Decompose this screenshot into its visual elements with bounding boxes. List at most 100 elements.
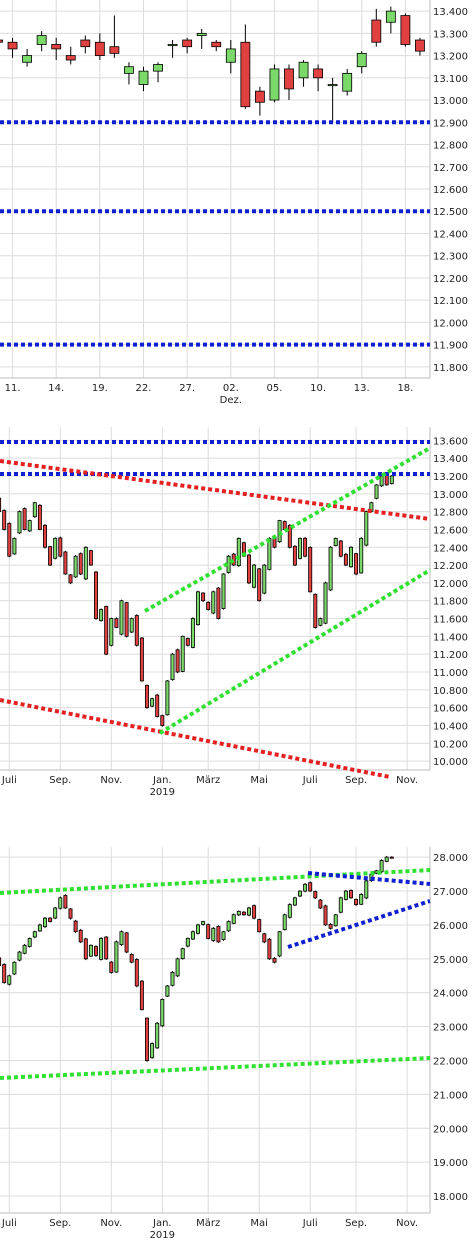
- y-tick-label: 10.200: [433, 739, 468, 750]
- candle-up: [167, 44, 178, 47]
- y-tick-label: 10.600: [433, 704, 468, 715]
- trend-line-upper: [0, 868, 431, 895]
- candle-up: [359, 894, 364, 905]
- candle-down: [323, 905, 328, 926]
- x-tick-label: Sep.: [345, 1218, 367, 1229]
- candle-up: [225, 48, 236, 63]
- candle-down: [63, 895, 68, 909]
- candle-down: [349, 890, 353, 899]
- candle-up: [129, 618, 134, 633]
- candle-up: [180, 948, 185, 960]
- candle-up: [73, 555, 78, 578]
- candle-up: [22, 944, 27, 954]
- channel-line-upper: [307, 871, 431, 886]
- candle-up: [175, 958, 180, 977]
- channel-line-lower: [287, 899, 431, 949]
- y-tick-label: 12.300: [433, 252, 468, 263]
- uptrend-channel-upper: [144, 446, 431, 613]
- candle-down: [313, 68, 324, 79]
- y-tick-label: 11.800: [433, 597, 468, 608]
- candle-up: [201, 921, 206, 925]
- x-tick-label: 14.: [48, 383, 64, 394]
- candle-up: [252, 564, 257, 588]
- candle-down: [145, 1017, 149, 1061]
- candle-down: [338, 540, 343, 557]
- candle-up: [12, 537, 17, 555]
- uptrend-channel-lower: [158, 568, 432, 735]
- y-tick-label: 28.000: [433, 853, 468, 864]
- candle-down: [287, 524, 292, 548]
- y-tick-label: 12.000: [433, 318, 468, 329]
- x-tick-label: 05.: [266, 383, 282, 394]
- candle-up: [379, 860, 384, 873]
- candle-up: [160, 999, 165, 1027]
- candle-up: [379, 475, 384, 487]
- candle-up: [236, 910, 241, 916]
- y-tick-label: 12.500: [433, 207, 468, 218]
- x-tick-label: Juli: [302, 1218, 318, 1229]
- x-tick-label: Jan.: [152, 775, 172, 786]
- candle-up: [114, 941, 119, 973]
- x-tick-label: Nov.: [100, 1218, 122, 1229]
- y-tick-label: 13.300: [433, 29, 468, 40]
- candle-down: [308, 547, 313, 593]
- candle-up: [27, 938, 32, 947]
- x-tick-label: 18.: [397, 383, 413, 394]
- trend-line-lower: [0, 1056, 431, 1080]
- candle-up: [364, 880, 369, 899]
- candle-down: [206, 601, 211, 611]
- x-tick-label: März: [196, 1218, 220, 1229]
- downtrend-line-upper: [0, 459, 431, 521]
- candle-up: [165, 680, 170, 716]
- downtrend-line-lower: [0, 698, 391, 779]
- candle-down: [354, 898, 359, 906]
- candle-down: [37, 504, 42, 530]
- y-tick-label: 12.100: [433, 296, 468, 307]
- candle-down: [134, 615, 139, 646]
- candle-up: [196, 591, 200, 626]
- candle-down: [303, 537, 308, 557]
- candle-up: [343, 890, 348, 900]
- y-tick-label: 12.200: [433, 561, 468, 572]
- y-tick-label: 10.400: [433, 721, 468, 732]
- y-tick-label: 11.600: [433, 615, 468, 626]
- candle-up: [170, 971, 175, 986]
- candle-down: [241, 911, 246, 916]
- y-tick-label: 12.200: [433, 274, 468, 285]
- x-tick-label: Nov.: [396, 775, 418, 786]
- y-tick-label: 12.600: [433, 525, 468, 536]
- candle-up: [32, 931, 37, 938]
- candle-down: [78, 929, 83, 943]
- y-tick-label: 10.000: [433, 757, 468, 768]
- candle-up: [53, 537, 58, 559]
- candle-up: [155, 1022, 160, 1049]
- candle-up: [124, 66, 134, 74]
- candle-down: [206, 924, 211, 939]
- y-tick-label: 18.000: [433, 1192, 468, 1203]
- candle-up: [236, 537, 241, 567]
- x-tick-sublabel: 2019: [150, 787, 175, 798]
- candle-up: [303, 883, 308, 892]
- candle-down: [43, 524, 47, 548]
- candle-down: [48, 546, 53, 566]
- candle-down: [216, 587, 221, 619]
- candle-down: [354, 553, 359, 575]
- candle-up: [58, 897, 63, 909]
- candle-up: [53, 907, 58, 919]
- candle-down: [216, 926, 221, 943]
- candle-up: [282, 914, 287, 931]
- x-tick-label: 22.: [136, 383, 152, 394]
- candle-down: [48, 917, 53, 922]
- y-tick-label: 27.000: [433, 887, 468, 898]
- candle-up: [262, 564, 267, 594]
- candle-up: [298, 537, 302, 559]
- candle-down: [272, 957, 277, 963]
- candle-down: [139, 980, 144, 1011]
- candle-up: [185, 938, 190, 947]
- y-tick-label: 11.400: [433, 632, 468, 643]
- y-tick-label: 11.900: [433, 341, 468, 352]
- candle-up: [342, 72, 353, 92]
- candle-down: [129, 953, 134, 963]
- candle-down: [68, 574, 73, 584]
- candle-up: [43, 917, 47, 928]
